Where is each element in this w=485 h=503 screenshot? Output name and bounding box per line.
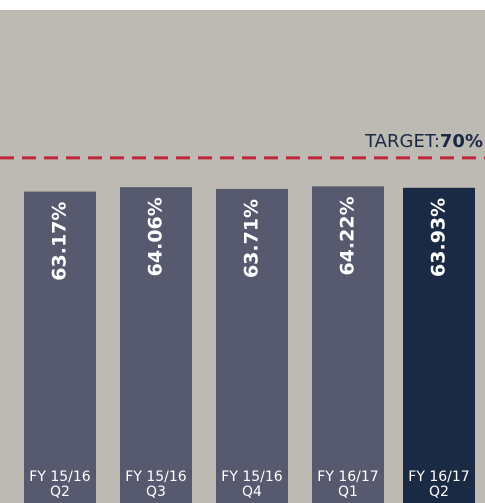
bar	[120, 187, 192, 503]
bar	[24, 191, 96, 503]
target-value: 70%	[440, 131, 483, 152]
category-label: FY 16/17 Q1	[317, 469, 379, 500]
value-label: 64.22%	[337, 196, 359, 275]
bar	[403, 187, 475, 503]
category-label: FY 15/16 Q2	[29, 469, 91, 500]
value-label: 63.93%	[428, 198, 450, 277]
category-label: FY 15/16 Q4	[221, 469, 283, 500]
bar	[312, 186, 384, 503]
target-label: TARGET:70%	[364, 131, 483, 152]
target-prefix: TARGET:	[364, 131, 440, 152]
category-label: FY 15/16 Q3	[125, 469, 187, 500]
value-label: 63.71%	[241, 199, 263, 278]
value-label: 63.17%	[49, 202, 71, 281]
bar	[216, 188, 288, 503]
category-label: FY 16/17 Q2	[408, 469, 470, 500]
value-label: 64.06%	[145, 197, 167, 276]
